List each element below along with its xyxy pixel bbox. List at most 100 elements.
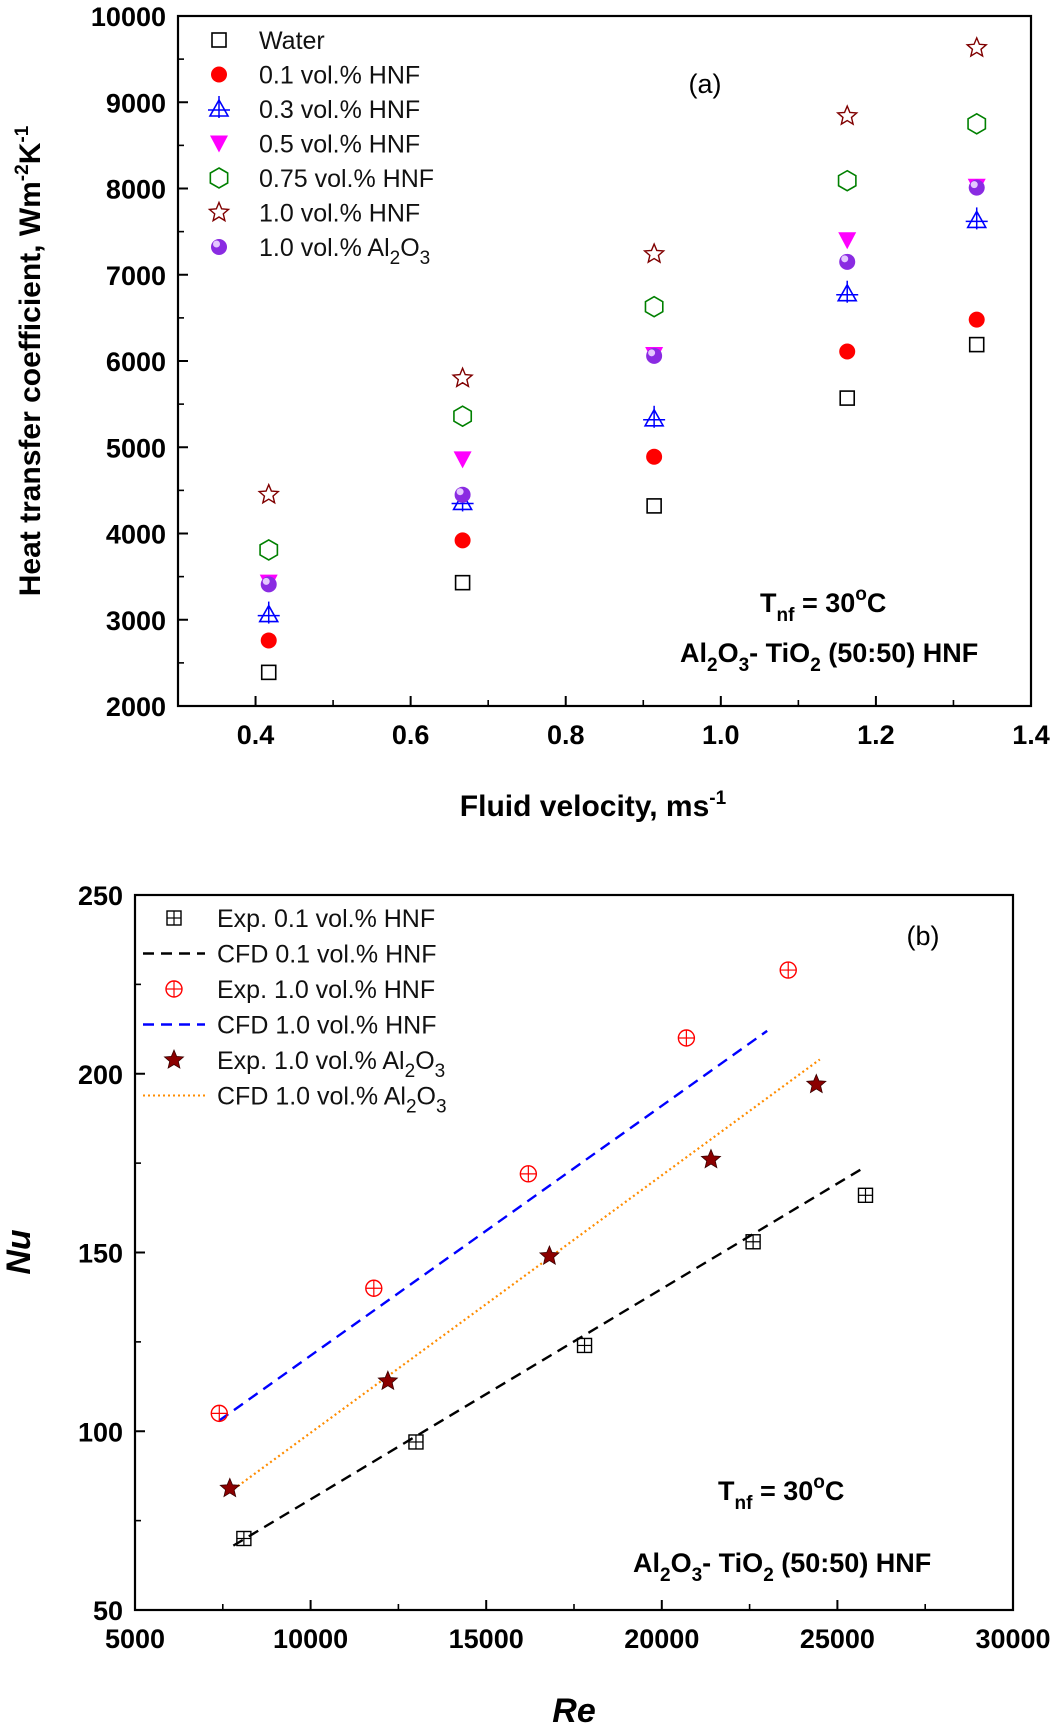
chart-b-point-s4-p2 bbox=[538, 1245, 560, 1266]
chart-a-y-tick-label-8: 10000 bbox=[91, 2, 166, 32]
chart-a-point-s2-p2 bbox=[643, 405, 666, 428]
chart-b-legend-marker-0 bbox=[166, 910, 182, 926]
chart-b-x-tick-label-2: 15000 bbox=[449, 1624, 524, 1654]
chart-b-y-axis-title: Nu bbox=[0, 1229, 38, 1275]
chart-a-point-s3-p3 bbox=[838, 232, 857, 250]
chart-b-x-tick-label-4: 25000 bbox=[800, 1624, 875, 1654]
chart-a-point-s4-p1 bbox=[453, 405, 473, 428]
chart-b-x-axis-title: Re bbox=[552, 1692, 595, 1729]
chart-a-point-s1-p3 bbox=[839, 343, 856, 360]
chart-a-point-s0-p3 bbox=[839, 390, 856, 406]
chart-a-legend-marker-6 bbox=[211, 239, 227, 255]
chart-a-point-s5-p0 bbox=[257, 482, 280, 505]
chart-a-legend-label-3: 0.5 vol.% HNF bbox=[259, 131, 420, 159]
chart-a-legend-label-6: 1.0 vol.% Al2O3 bbox=[259, 234, 430, 269]
chart-a-legend-label-1: 0.1 vol.% HNF bbox=[259, 62, 420, 90]
chart-a-legend-marker-2 bbox=[208, 96, 230, 118]
chart-a-legend-marker-3 bbox=[210, 135, 228, 153]
chart-a-annotation-temperature: Tnf = 30oC bbox=[760, 584, 886, 626]
chart-b-axes: 5000 10000 15000 20000 25000 30000 50 100 150 200… bbox=[78, 881, 1051, 1654]
chart-a-point-s0-p2 bbox=[646, 498, 662, 514]
chart-a-legend-marker-0 bbox=[211, 32, 227, 48]
chart-b-legend-label-3: CFD 1.0 vol.% HNF bbox=[217, 1012, 436, 1040]
chart-a-y-tick-label-7: 9000 bbox=[106, 88, 166, 118]
chart-a-point-s3-p1 bbox=[453, 451, 472, 469]
chart-b-legend: Exp. 0.1 vol.% HNF CFD 0.1 vol.% HNF Exp. … bbox=[143, 905, 447, 1118]
chart-b-point-s0-p1 bbox=[408, 1434, 424, 1450]
chart-a-point-s6-p1 bbox=[454, 486, 471, 503]
chart-a-legend-marker-5 bbox=[207, 200, 231, 223]
chart-b-point-s0-p2 bbox=[576, 1337, 593, 1354]
chart-a-panel-label: (a) bbox=[689, 69, 722, 99]
chart-b-point-s2-p4 bbox=[779, 961, 797, 979]
chart-b: 5000 10000 15000 20000 25000 30000 50 100 150 200… bbox=[0, 881, 1051, 1729]
chart-b-marks bbox=[210, 961, 874, 1547]
chart-a-point-s6-p4 bbox=[968, 179, 985, 196]
chart-a-y-tick-label-3: 5000 bbox=[106, 433, 166, 463]
chart-a-y-axis-title: Heat transfer coefficient, Wm-2K-1 bbox=[12, 125, 47, 596]
chart-b-point-s0-p4 bbox=[857, 1187, 874, 1204]
chart-b-point-s2-p1 bbox=[365, 1279, 383, 1297]
chart-b-point-s2-p0 bbox=[210, 1404, 228, 1423]
chart-a-point-s0-p0 bbox=[260, 664, 277, 681]
chart-b-y-tick-label-3: 200 bbox=[78, 1060, 123, 1090]
chart-b-point-s4-p4 bbox=[805, 1073, 827, 1094]
chart-b-point-s0-p3 bbox=[745, 1234, 761, 1250]
chart-a-y-tick-label-4: 6000 bbox=[106, 347, 166, 377]
chart-a: 0.4 0.6 0.8 1.0 1.2 1.4 2000 3000 4000 5000 6000 70… bbox=[12, 2, 1050, 823]
chart-a-legend-marker-4 bbox=[209, 167, 229, 189]
chart-a-point-s4-p2 bbox=[644, 295, 664, 318]
chart-b-point-s4-p0 bbox=[219, 1477, 241, 1498]
chart-b-legend-label-2: Exp. 1.0 vol.% HNF bbox=[217, 976, 435, 1004]
chart-a-point-s2-p4 bbox=[965, 207, 988, 230]
chart-a-point-s4-p0 bbox=[259, 538, 279, 561]
chart-b-x-tick-label-0: 5000 bbox=[105, 1624, 165, 1654]
chart-b-legend-label-4: Exp. 1.0 vol.% Al2O3 bbox=[217, 1047, 445, 1082]
chart-a-point-s6-p3 bbox=[839, 253, 856, 270]
chart-a-point-s1-p0 bbox=[260, 632, 277, 649]
chart-a-x-tick-label-5: 1.4 bbox=[1012, 720, 1050, 750]
chart-a-x-axis-title: Fluid velocity, ms-1 bbox=[460, 788, 727, 823]
chart-b-y-tick-label-2: 150 bbox=[78, 1239, 123, 1269]
chart-a-y-tick-label-0: 2000 bbox=[106, 692, 166, 722]
chart-a-point-s5-p3 bbox=[835, 104, 859, 126]
chart-a-point-s1-p1 bbox=[454, 532, 471, 549]
chart-a-x-tick-label-1: 0.6 bbox=[392, 720, 430, 750]
chart-a-axes: 0.4 0.6 0.8 1.0 1.2 1.4 2000 3000 4000 5000 6000 70… bbox=[91, 2, 1050, 750]
chart-a-legend-label-0: Water bbox=[259, 27, 325, 55]
chart-a-point-s0-p4 bbox=[968, 336, 985, 353]
chart-a-point-s6-p2 bbox=[646, 347, 663, 364]
chart-a-x-tick-label-0: 0.4 bbox=[237, 720, 275, 750]
chart-a-point-s5-p1 bbox=[451, 366, 474, 388]
chart-b-legend-label-1: CFD 0.1 vol.% HNF bbox=[217, 941, 436, 969]
chart-a-y-tick-label-6: 8000 bbox=[106, 175, 166, 205]
chart-a-point-s4-p4 bbox=[967, 112, 987, 135]
chart-b-legend-marker-4 bbox=[163, 1048, 185, 1069]
chart-a-point-s5-p4 bbox=[965, 36, 988, 58]
chart-b-legend-marker-2 bbox=[165, 980, 183, 998]
chart-b-x-tick-label-5: 30000 bbox=[975, 1624, 1050, 1654]
chart-a-x-tick-label-3: 1.0 bbox=[702, 720, 740, 750]
chart-b-point-s2-p2 bbox=[519, 1165, 538, 1183]
chart-b-legend-label-5: CFD 1.0 vol.% Al2O3 bbox=[217, 1083, 447, 1118]
chart-a-legend-label-4: 0.75 vol.% HNF bbox=[259, 165, 434, 193]
chart-a-legend: Water 0.1 vol.% HNF 0.3 vol.% HNF 0.5 vol.%… bbox=[207, 27, 434, 269]
chart-b-point-s0-p0 bbox=[236, 1530, 252, 1547]
chart-b-point-s2-p3 bbox=[677, 1029, 696, 1047]
chart-b-y-tick-label-0: 50 bbox=[93, 1596, 123, 1626]
chart-a-y-tick-label-1: 3000 bbox=[106, 606, 166, 636]
chart-a-point-s1-p2 bbox=[646, 448, 663, 465]
chart-a-x-tick-label-2: 0.8 bbox=[547, 720, 585, 750]
chart-b-series-line-3 bbox=[218, 1029, 768, 1422]
chart-b-x-tick-label-3: 20000 bbox=[624, 1624, 699, 1654]
chart-a-point-s0-p1 bbox=[454, 574, 471, 591]
chart-b-annotation-material: Al2O3- TiO2 (50:50) HNF bbox=[633, 1548, 931, 1586]
chart-b-y-tick-label-4: 250 bbox=[78, 881, 123, 911]
chart-a-point-s4-p3 bbox=[837, 169, 857, 192]
chart-b-legend-label-0: Exp. 0.1 vol.% HNF bbox=[217, 905, 435, 933]
chart-a-point-s1-p4 bbox=[968, 311, 985, 328]
chart-b-point-s4-p3 bbox=[700, 1148, 722, 1169]
chart-a-legend-marker-1 bbox=[211, 66, 227, 83]
